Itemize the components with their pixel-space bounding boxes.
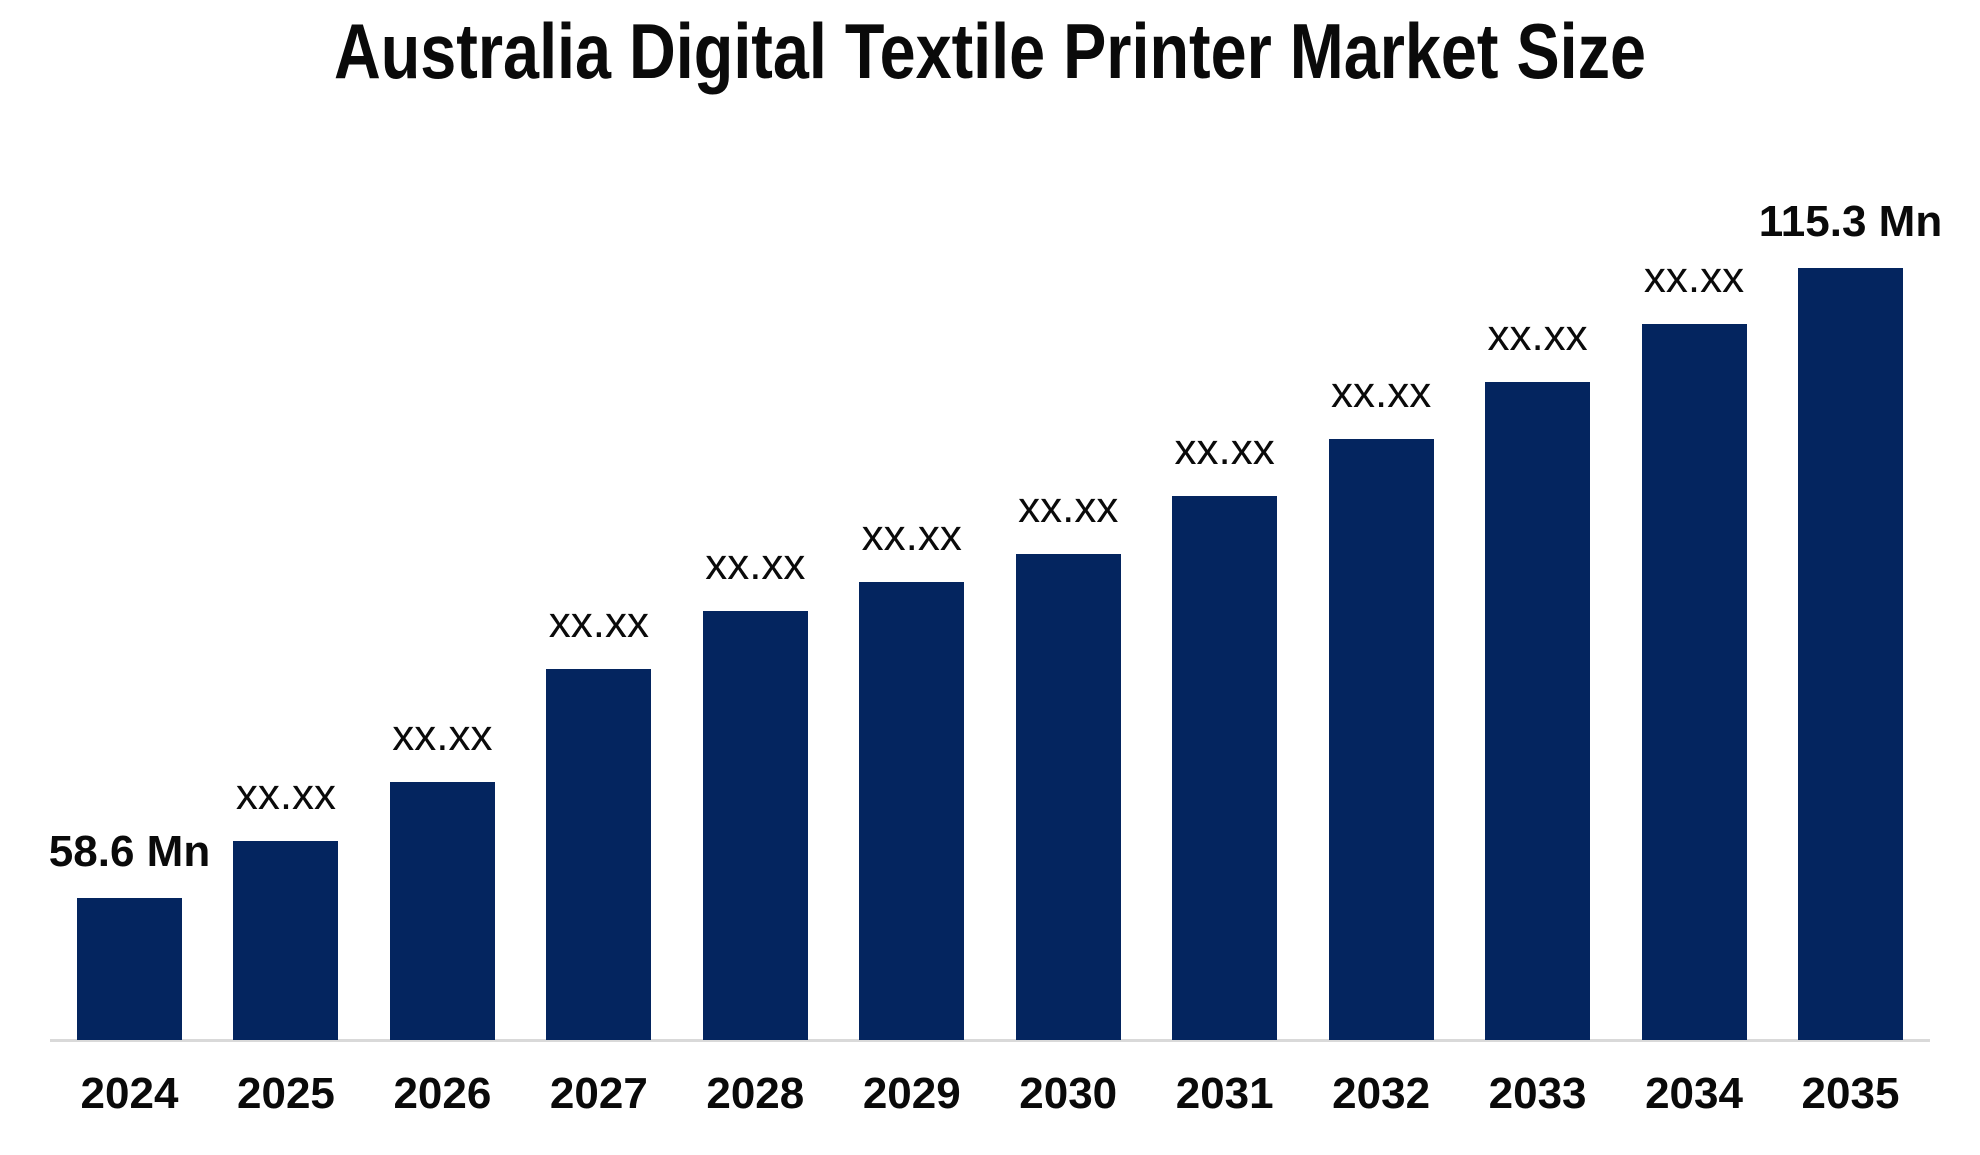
bar-column-2031: xx.xx — [1172, 140, 1278, 1040]
bar-column-2033: xx.xx — [1485, 140, 1591, 1040]
bar-value-label-2025: xx.xx — [235, 770, 337, 819]
bar-column-2025: xx.xx — [233, 140, 339, 1040]
bar-value-label-2030: xx.xx — [1018, 483, 1119, 532]
bar-value-label-2034: xx.xx — [1643, 253, 1745, 302]
x-tick-label-2031: 2031 — [1175, 1069, 1274, 1118]
x-tick-label-2025: 2025 — [237, 1069, 335, 1118]
bar-2029 — [859, 582, 965, 1040]
x-tick-label-2024: 2024 — [80, 1069, 179, 1118]
bar-value-label-2028: xx.xx — [705, 540, 806, 589]
bar-column-2035: 115.3 Mn — [1759, 140, 1942, 1040]
bar-2025 — [233, 841, 339, 1040]
x-axis-line — [50, 1039, 1930, 1042]
x-tick-label-2033: 2033 — [1488, 1069, 1587, 1118]
bar-value-label-2031: xx.xx — [1174, 425, 1275, 474]
bar-column-2028: xx.xx — [702, 140, 808, 1040]
bar-2026 — [389, 782, 495, 1040]
bar-2030 — [1015, 554, 1121, 1040]
bar-value-label-2032: xx.xx — [1331, 368, 1432, 417]
x-tick-label-2034: 2034 — [1645, 1069, 1743, 1118]
x-tick-label-2035: 2035 — [1801, 1069, 1900, 1118]
x-axis-tick-labels: 2024 2025 2026 2027 2028 2029 2030 2031 2032 2033… — [77, 1072, 1903, 1116]
bar-column-2027: xx.xx — [546, 140, 652, 1040]
x-tick-label-2026: 2026 — [393, 1069, 492, 1118]
chart-title: Australia Digital Textile Printer Market… — [334, 7, 1646, 95]
bar-column-2029: xx.xx — [859, 140, 965, 1040]
bar-2035 — [1797, 268, 1903, 1040]
bar-2027 — [546, 669, 652, 1040]
bar-2033 — [1485, 382, 1591, 1040]
x-tick-label-2032: 2032 — [1332, 1069, 1431, 1118]
bar-2024 — [77, 898, 182, 1040]
x-tick-label-2028: 2028 — [706, 1069, 805, 1118]
bar-value-label-2024: 58.6 Mn — [48, 827, 211, 876]
bar-column-2032: xx.xx — [1328, 140, 1434, 1040]
bar-column-2024: 58.6 Mn — [49, 140, 210, 1040]
bar-value-label-2033: xx.xx — [1487, 311, 1588, 360]
x-tick-label-2027: 2027 — [549, 1069, 648, 1118]
bars-group: 58.6 Mn xx.xx xx.xx xx.xx xx.xx xx.xx xx.xx xx.… — [49, 140, 1942, 1040]
x-tick-label-2030: 2030 — [1019, 1069, 1118, 1118]
bar-2028 — [702, 611, 808, 1040]
bar-value-label-2029: xx.xx — [861, 511, 962, 560]
bar-2032 — [1328, 439, 1434, 1040]
bar-value-label-2027: xx.xx — [548, 598, 649, 647]
bar-2034 — [1641, 324, 1747, 1040]
x-tick-label-2029: 2029 — [862, 1069, 961, 1118]
bar-value-label-2026: xx.xx — [392, 711, 493, 760]
bar-value-label-2035: 115.3 Mn — [1758, 197, 1943, 246]
bar-column-2030: xx.xx — [1015, 140, 1121, 1040]
bar-column-2026: xx.xx — [389, 140, 495, 1040]
bar-2031 — [1172, 496, 1278, 1040]
bar-column-2034: xx.xx — [1641, 140, 1747, 1040]
